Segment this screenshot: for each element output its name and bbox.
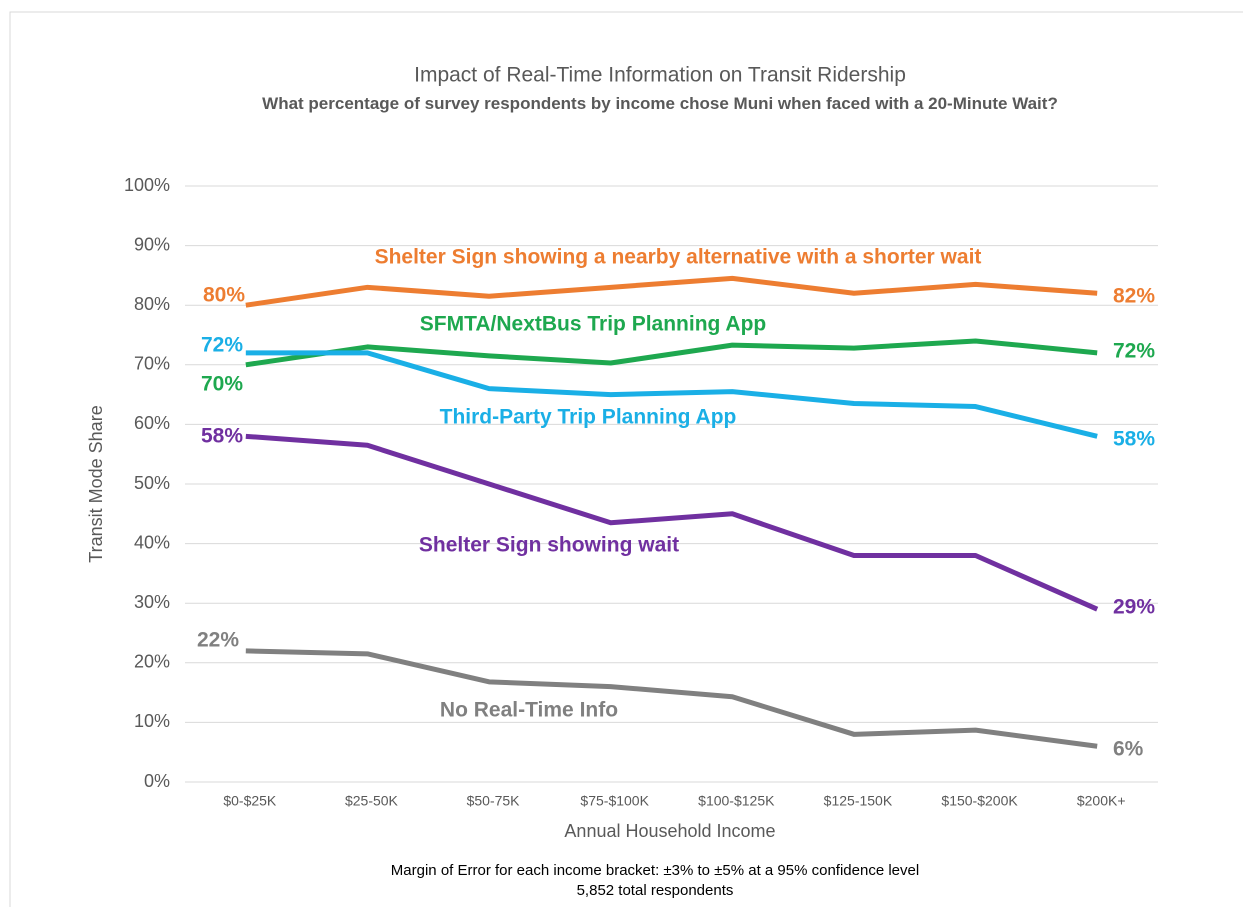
y-tick-label: 20% (134, 652, 170, 672)
x-axis-label: Annual Household Income (564, 821, 775, 841)
data-label: 22% (197, 629, 239, 652)
chart-border (9, 11, 1243, 907)
series-line (245, 275, 1098, 308)
data-label: 29% (1113, 596, 1155, 619)
data-label: 82% (1113, 285, 1155, 308)
x-tick-label: $25-50K (345, 793, 399, 809)
x-tick-label: $0-$25K (223, 793, 277, 809)
data-label: 72% (201, 334, 243, 357)
data-label: 70% (201, 373, 243, 396)
y-tick-label: 60% (134, 413, 170, 433)
chart-subtitle: What percentage of survey respondents by… (262, 94, 1058, 113)
series-label: Shelter Sign showing wait (419, 534, 679, 557)
series-label: Shelter Sign showing a nearby alternativ… (375, 246, 982, 269)
data-label: 58% (201, 425, 243, 448)
y-tick-label: 50% (134, 473, 170, 493)
y-tick-label: 80% (134, 294, 170, 314)
data-label: 58% (1113, 428, 1155, 451)
data-label: 72% (1113, 340, 1155, 363)
y-tick-label: 90% (134, 234, 170, 254)
data-label: 80% (203, 284, 245, 307)
y-tick-label: 70% (134, 354, 170, 374)
y-tick-label: 30% (134, 592, 170, 612)
x-tick-label: $50-75K (467, 793, 521, 809)
series-line (245, 648, 1098, 749)
note: 5,852 total respondents (577, 882, 734, 899)
y-axis-label: Transit Mode Share (86, 405, 106, 562)
x-tick-label: $150-$200K (941, 793, 1018, 809)
chart-title: Impact of Real-Time Information on Trans… (414, 64, 906, 87)
note: Margin of Error for each income bracket:… (391, 862, 919, 879)
series-line (245, 338, 1098, 368)
y-tick-label: 100% (124, 175, 170, 195)
x-tick-label: $100-$125K (698, 793, 775, 809)
series-line (245, 350, 1098, 439)
data-label: 6% (1113, 738, 1144, 761)
series-label: SFMTA/NextBus Trip Planning App (420, 313, 767, 336)
y-tick-label: 40% (134, 532, 170, 552)
series-label: Third-Party Trip Planning App (440, 406, 737, 429)
y-tick-label: 0% (144, 771, 170, 791)
series-line (245, 433, 1099, 612)
x-tick-label: $125-150K (824, 793, 893, 809)
x-tick-label: $200K+ (1077, 793, 1126, 809)
y-tick-label: 10% (134, 711, 170, 731)
x-tick-label: $75-$100K (580, 793, 649, 809)
series-label: No Real-Time Info (440, 699, 618, 722)
